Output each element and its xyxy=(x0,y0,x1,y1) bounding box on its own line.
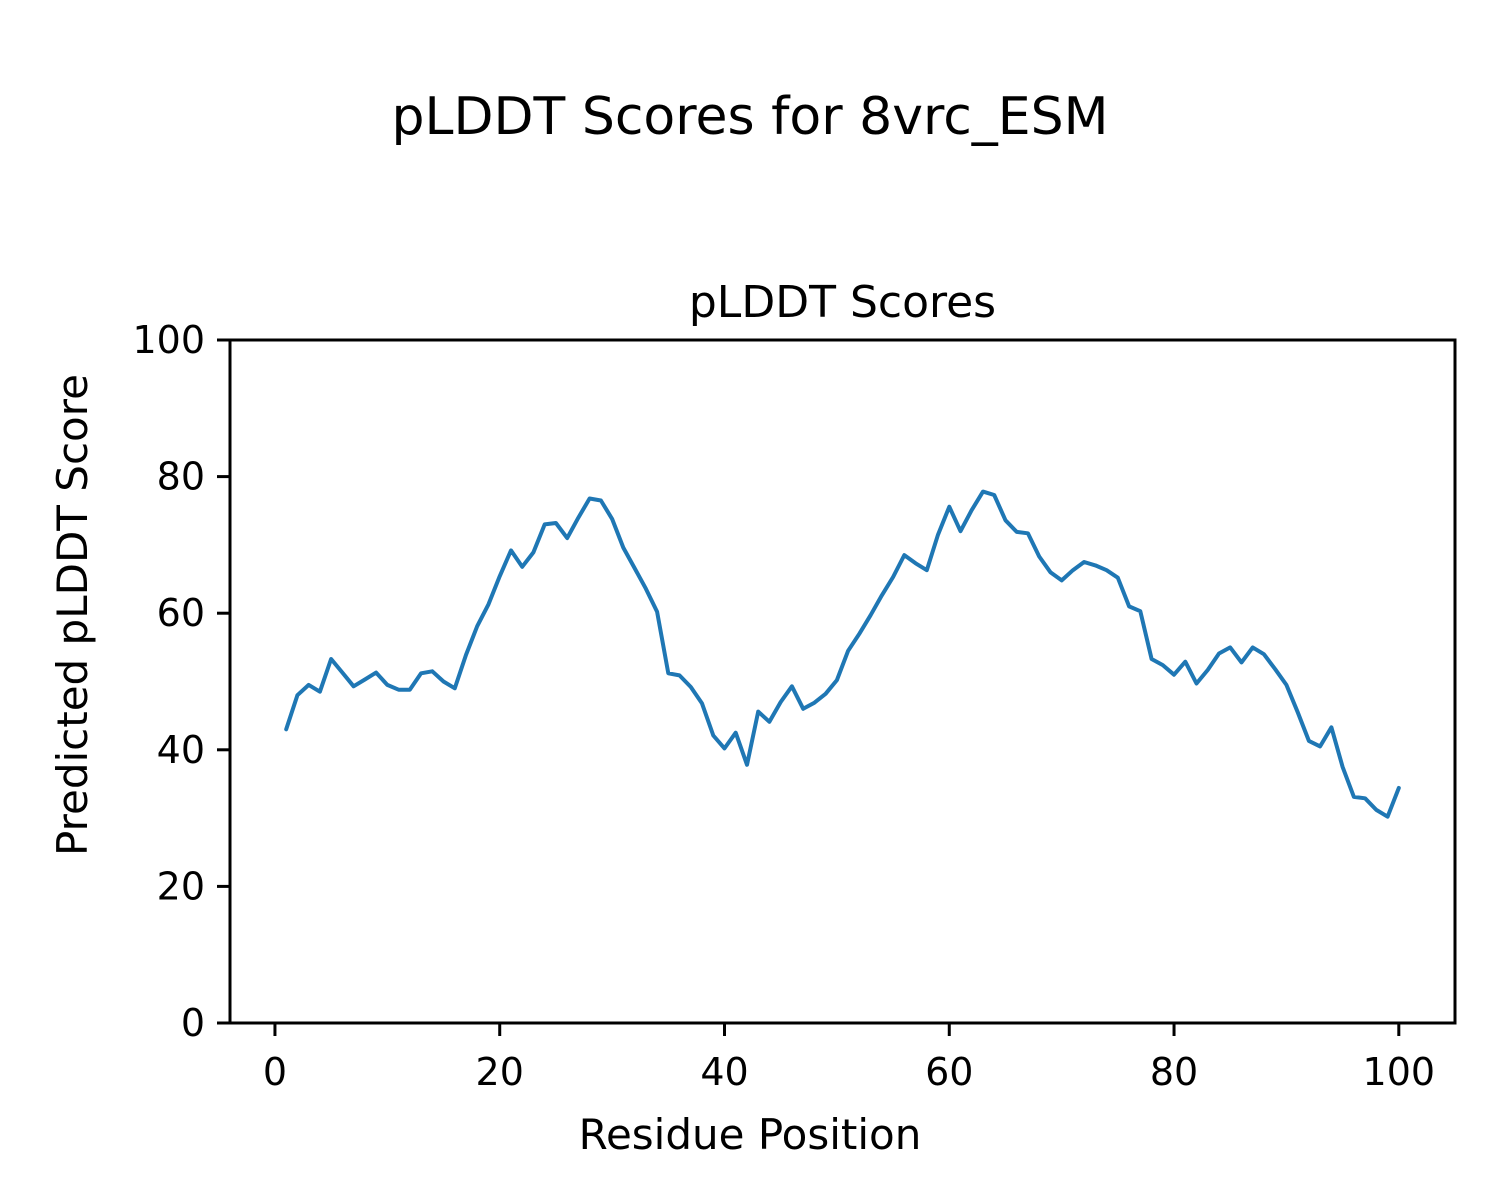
figure-title: pLDDT Scores for 8vrc_ESM xyxy=(391,87,1109,147)
y-tick-label: 100 xyxy=(132,318,205,362)
plddt-line xyxy=(284,489,1401,819)
axes-border xyxy=(228,338,1457,1025)
y-tick-label: 20 xyxy=(157,864,205,908)
x-tick-label: 40 xyxy=(700,1050,748,1094)
x-tick-label: 20 xyxy=(476,1050,524,1094)
x-tick-label: 60 xyxy=(925,1050,973,1094)
y-tick-label: 60 xyxy=(157,591,205,635)
y-tick-label: 0 xyxy=(181,1001,205,1045)
x-tick-label: 80 xyxy=(1150,1050,1198,1094)
axes-title: pLDDT Scores xyxy=(688,277,997,328)
x-tick-label: 100 xyxy=(1363,1050,1436,1094)
y-tick-label: 40 xyxy=(157,728,205,772)
y-tick-label: 80 xyxy=(157,455,205,499)
x-tick-label: 0 xyxy=(263,1050,287,1094)
y-axis-label: Predicted pLDDT Score xyxy=(48,374,97,856)
x-axis-label: Residue Position xyxy=(578,1110,922,1159)
